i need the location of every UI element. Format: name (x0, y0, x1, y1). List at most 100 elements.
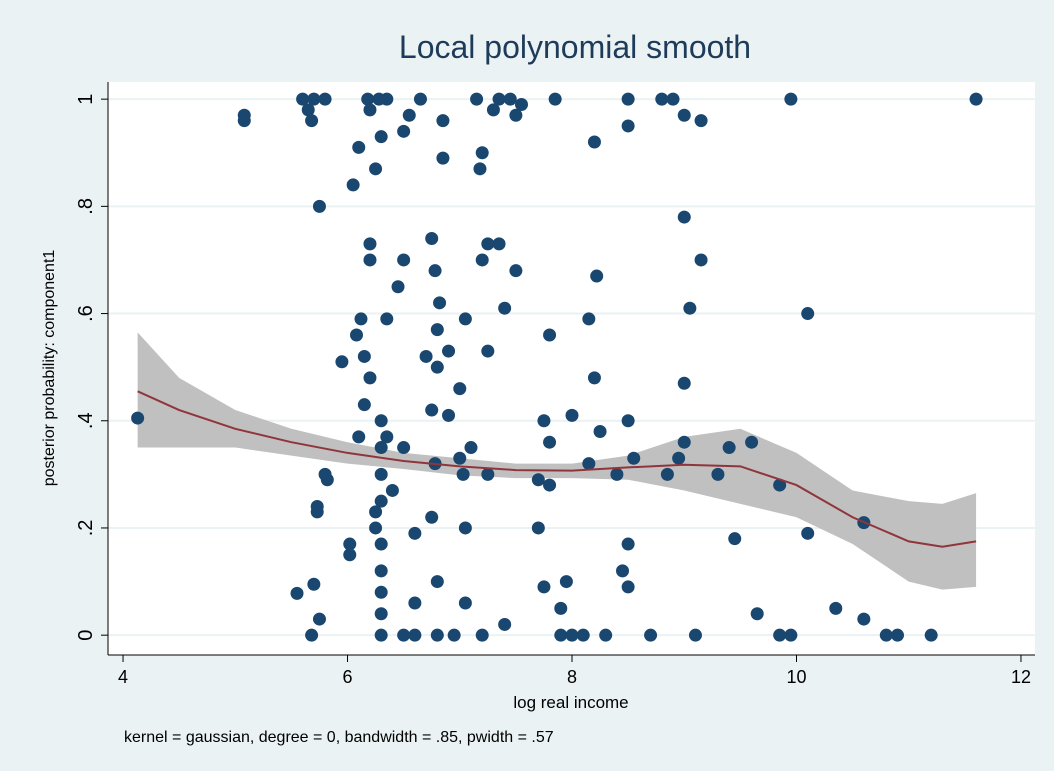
point (312, 612, 326, 626)
point (475, 628, 489, 642)
point (531, 521, 545, 535)
note: kernel = gaussian, degree = 0, bandwidth… (124, 729, 554, 746)
point (453, 382, 467, 396)
point (408, 526, 422, 540)
point (590, 269, 604, 283)
point (131, 411, 145, 425)
point (711, 467, 725, 481)
confidence-band (137, 332, 977, 590)
point (436, 151, 450, 165)
point (408, 596, 422, 610)
point (430, 575, 444, 589)
point (352, 430, 366, 444)
point (924, 628, 938, 642)
point (554, 628, 568, 642)
point (498, 617, 512, 631)
chart-title: Local polynomial smooth (399, 29, 751, 65)
point (745, 435, 759, 449)
point (363, 371, 377, 385)
point (672, 451, 686, 465)
y-axis-title: posterior probability: component1 (41, 250, 58, 487)
point (458, 596, 472, 610)
point (307, 577, 321, 591)
point (503, 92, 517, 106)
x-tick-label: 6 (343, 667, 353, 687)
point (677, 435, 691, 449)
point (722, 441, 736, 455)
point (509, 108, 523, 122)
point (374, 607, 388, 621)
x-axis-title: log real income (513, 693, 628, 712)
point (509, 264, 523, 278)
x-tick-label: 8 (567, 667, 577, 687)
point (307, 92, 321, 106)
point (666, 92, 680, 106)
point (380, 92, 394, 106)
point (374, 564, 388, 578)
point (891, 628, 905, 642)
point (621, 119, 635, 133)
point (677, 108, 691, 122)
point (374, 537, 388, 551)
point (374, 130, 388, 144)
point (857, 612, 871, 626)
point (543, 478, 557, 492)
point (363, 253, 377, 267)
point (380, 312, 394, 326)
point (475, 146, 489, 160)
point (576, 628, 590, 642)
point (312, 199, 326, 213)
point (458, 312, 472, 326)
point (425, 232, 439, 246)
point (369, 162, 383, 176)
y-tick-label: .2 (75, 520, 97, 537)
point (369, 505, 383, 519)
point (397, 124, 411, 138)
point (310, 505, 324, 519)
point (296, 92, 310, 106)
point (621, 414, 635, 428)
point (464, 441, 478, 455)
point (514, 98, 528, 112)
point (357, 398, 371, 412)
point (627, 451, 641, 465)
point (430, 628, 444, 642)
point (565, 628, 579, 642)
point (683, 301, 697, 315)
point (352, 140, 366, 154)
point (621, 537, 635, 551)
point (694, 114, 708, 128)
point (374, 414, 388, 428)
y-tick-label: .8 (75, 198, 97, 215)
point (565, 408, 579, 422)
point (301, 103, 315, 117)
point (610, 467, 624, 481)
point (335, 355, 349, 369)
point (879, 628, 893, 642)
point (784, 628, 798, 642)
point (660, 467, 674, 481)
point (374, 585, 388, 599)
point (616, 564, 630, 578)
y-tick-label: 0 (75, 630, 97, 641)
point (537, 580, 551, 594)
point (801, 526, 815, 540)
point (486, 103, 500, 117)
point (374, 494, 388, 508)
point (537, 414, 551, 428)
point (374, 628, 388, 642)
point (582, 457, 596, 471)
point (543, 435, 557, 449)
point (346, 178, 360, 192)
point (290, 586, 304, 600)
point (408, 628, 422, 642)
point (305, 628, 319, 642)
point (688, 628, 702, 642)
point (492, 237, 506, 251)
point (402, 108, 416, 122)
point (475, 253, 489, 267)
y-tick-label: .4 (75, 412, 97, 429)
point (531, 473, 545, 487)
point (784, 92, 798, 106)
